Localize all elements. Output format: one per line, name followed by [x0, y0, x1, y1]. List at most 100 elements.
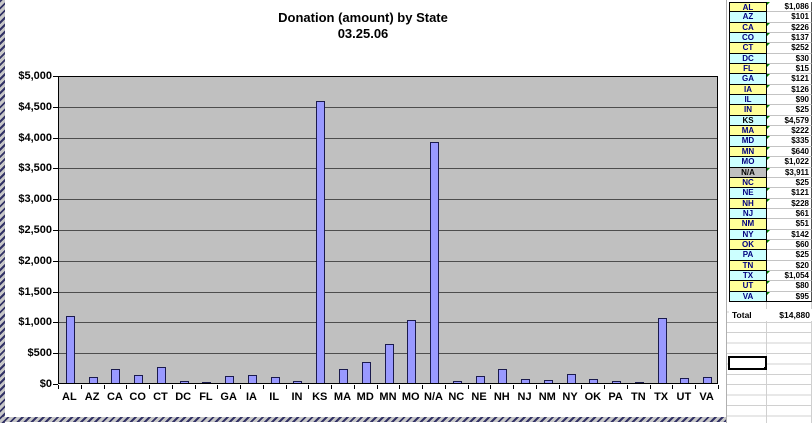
chart-selection-hatch-bottom — [0, 417, 726, 422]
table-row: NY $142 — [729, 229, 812, 240]
y-axis-tick — [53, 168, 58, 170]
state-cell[interactable]: IN — [729, 105, 767, 116]
x-axis-category-label: MO — [401, 391, 420, 403]
x-axis-category-label: NM — [538, 391, 556, 403]
table-row: IN $25 — [729, 105, 812, 116]
x-axis-tick — [58, 385, 59, 389]
error-indicator-triangle — [767, 188, 770, 192]
selected-cell[interactable] — [728, 356, 767, 370]
state-cell[interactable]: CO — [729, 33, 767, 44]
x-axis-category-label: NH — [493, 391, 510, 403]
state-cell[interactable]: NM — [729, 219, 767, 230]
state-cell[interactable]: TN — [729, 260, 767, 271]
amount-cell[interactable]: $1,022 — [767, 157, 812, 168]
bar-NM — [543, 380, 553, 383]
amount-cell[interactable]: $252 — [767, 43, 812, 54]
amount-cell[interactable]: $1,054 — [767, 270, 812, 282]
amount-cell[interactable]: $90 — [767, 95, 812, 106]
state-cell[interactable]: AZ — [729, 12, 767, 23]
amount-cell[interactable]: $25 — [767, 250, 812, 261]
amount-cell[interactable]: $95 — [767, 291, 812, 302]
fill-handle[interactable] — [764, 367, 767, 370]
bar-AZ — [88, 377, 98, 383]
state-cell[interactable]: IA — [729, 84, 767, 96]
table-row: PA $25 — [729, 250, 812, 261]
bar-MA — [338, 369, 348, 383]
state-cell[interactable]: MN — [729, 146, 767, 158]
state-cell[interactable]: NE — [729, 188, 767, 199]
amount-cell[interactable]: $121 — [767, 188, 812, 199]
state-cell[interactable]: N/A — [729, 167, 767, 178]
x-axis-category-label: MA — [333, 391, 352, 403]
state-cell[interactable]: VA — [729, 291, 767, 302]
donation-chart: Donation (amount) by State 03.25.06 $5,0… — [0, 0, 726, 423]
state-cell[interactable]: NH — [729, 198, 767, 209]
x-axis-tick — [559, 385, 560, 389]
amount-cell[interactable]: $15 — [767, 64, 812, 75]
bar-MN — [384, 344, 394, 383]
state-cell[interactable]: CT — [729, 43, 767, 54]
amount-cell[interactable]: $126 — [767, 84, 812, 96]
table-row: KS $4,579 — [729, 115, 812, 127]
amount-cell[interactable]: $228 — [767, 198, 812, 209]
state-cell[interactable]: GA — [729, 74, 767, 85]
amount-cell[interactable]: $335 — [767, 136, 812, 147]
state-cell[interactable]: IL — [729, 95, 767, 106]
state-cell[interactable]: KS — [729, 115, 767, 127]
state-cell[interactable]: DC — [729, 53, 767, 65]
table-row: NC $25 — [729, 177, 812, 189]
amount-cell[interactable]: $142 — [767, 229, 812, 240]
state-cell[interactable]: TX — [729, 270, 767, 282]
y-axis-tick — [53, 137, 58, 139]
bar-IN — [293, 381, 303, 383]
amount-cell[interactable]: $61 — [767, 208, 812, 220]
amount-cell[interactable]: $4,579 — [767, 115, 812, 127]
x-axis-category-label: DC — [175, 391, 192, 403]
y-axis-tick — [53, 260, 58, 262]
amount-cell[interactable]: $25 — [767, 105, 812, 116]
amount-cell[interactable]: $640 — [767, 146, 812, 158]
amount-cell[interactable]: $60 — [767, 239, 812, 251]
state-cell[interactable]: MO — [729, 157, 767, 168]
state-cell[interactable]: UT — [729, 281, 767, 292]
bar-OK — [589, 379, 599, 383]
amount-cell[interactable]: $3,911 — [767, 167, 812, 178]
gridline — [59, 168, 717, 170]
amount-cell[interactable]: $51 — [767, 219, 812, 230]
state-cell[interactable]: AL — [729, 2, 767, 13]
state-cell[interactable]: NC — [729, 177, 767, 189]
table-row: NH $228 — [729, 198, 812, 209]
state-cell[interactable]: CA — [729, 22, 767, 34]
amount-cell[interactable]: $101 — [767, 12, 812, 23]
state-cell[interactable]: NY — [729, 229, 767, 240]
error-indicator-triangle — [767, 157, 770, 161]
x-axis-tick — [263, 385, 264, 389]
state-cell[interactable]: MD — [729, 136, 767, 147]
state-cell[interactable]: PA — [729, 250, 767, 261]
y-axis-tick-label: $4,000 — [18, 131, 52, 144]
amount-cell[interactable]: $121 — [767, 74, 812, 85]
state-cell[interactable]: MA — [729, 126, 767, 137]
amount-cell[interactable]: $226 — [767, 22, 812, 34]
amount-cell[interactable]: $20 — [767, 260, 812, 271]
amount-cell[interactable]: $25 — [767, 177, 812, 189]
amount-cell[interactable]: $30 — [767, 53, 812, 65]
x-axis-category-label: FL — [199, 391, 213, 403]
x-axis-tick — [536, 385, 537, 389]
x-axis-tick — [195, 385, 196, 389]
x-axis-category-label: NY — [562, 391, 578, 403]
state-cell[interactable]: NJ — [729, 208, 767, 220]
bar-NH — [498, 369, 508, 383]
x-axis-tick — [422, 385, 423, 389]
amount-cell[interactable]: $80 — [767, 281, 812, 292]
state-cell[interactable]: FL — [729, 64, 767, 75]
amount-cell[interactable]: $1,086 — [767, 2, 812, 13]
table-row: TN $20 — [729, 260, 812, 271]
amount-cell[interactable]: $137 — [767, 33, 812, 44]
x-axis-category-label: TN — [630, 391, 646, 403]
error-indicator-triangle — [767, 43, 770, 47]
amount-cell[interactable]: $222 — [767, 126, 812, 137]
state-cell[interactable]: OK — [729, 239, 767, 251]
error-indicator-triangle — [767, 74, 770, 78]
x-axis-tick — [650, 385, 651, 389]
